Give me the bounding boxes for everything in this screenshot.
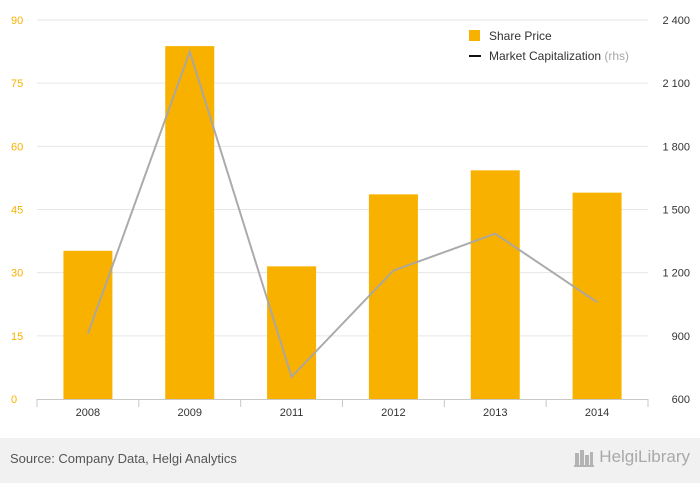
y-left-tick-label: 0	[11, 394, 17, 406]
y-left-tick-label: 90	[11, 15, 23, 27]
bar	[368, 194, 418, 399]
bar	[572, 192, 622, 399]
y-left-tick-label: 30	[11, 268, 23, 280]
legend-swatch-share-price	[469, 30, 480, 41]
y-left-tick-label: 45	[11, 205, 23, 217]
y-left-tick-label: 75	[11, 78, 23, 90]
y-right-tick-label: 1 800	[662, 141, 690, 153]
bar	[267, 266, 317, 399]
legend-label-market-cap: Market Capitalization (rhs)	[489, 49, 629, 63]
x-tick-label: 2013	[483, 407, 507, 419]
helgi-logo-icon	[574, 450, 595, 467]
y-right-tick-label: 900	[672, 331, 690, 343]
legend-label-share-price: Share Price	[489, 29, 552, 43]
x-tick-label: 2009	[178, 407, 202, 419]
source-text: Source: Company Data, Helgi Analytics	[10, 451, 237, 466]
market-cap-line	[86, 48, 598, 379]
y-left-tick-label: 15	[11, 331, 23, 343]
y-right-tick-label: 2 400	[662, 15, 690, 27]
brand: HelgiLibrary	[573, 447, 690, 467]
brand-name: HelgiLibrary	[599, 447, 690, 466]
x-tick-label: 2014	[585, 407, 609, 419]
bar	[63, 250, 113, 399]
x-tick-label: 2011	[280, 407, 304, 419]
y-right-tick-label: 1 500	[662, 205, 690, 217]
y-right-tick-label: 1 200	[662, 268, 690, 280]
y-right-tick-label: 600	[672, 394, 690, 406]
x-tick-label: 2008	[76, 407, 100, 419]
x-tick-label: 2012	[381, 407, 405, 419]
footer: Source: Company Data, Helgi Analytics He…	[0, 438, 700, 483]
chart: 0 15 30 45 60 75 90 600 900 1 200 1 500 1 800 2 100 2…	[11, 15, 690, 419]
bar	[470, 170, 520, 399]
y-right-tick-label: 2 100	[662, 78, 690, 90]
y-left-tick-label: 60	[11, 141, 23, 153]
